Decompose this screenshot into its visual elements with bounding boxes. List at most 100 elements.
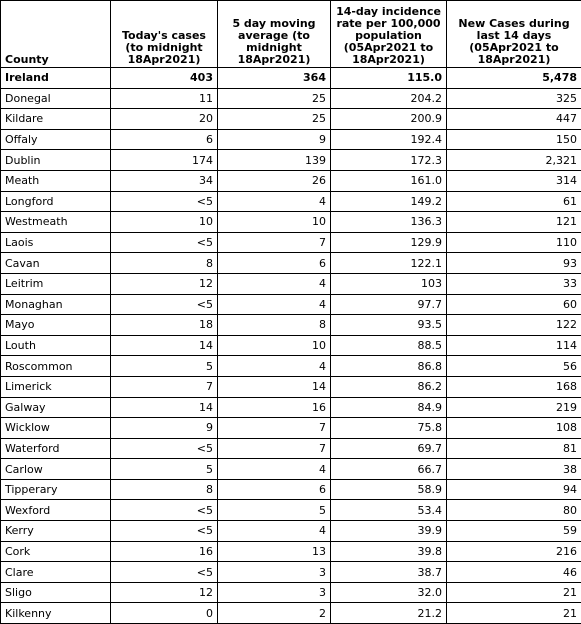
- county-cell: Kilkenny: [0, 602, 111, 624]
- table-row: Tipperary 8 6 58.9 94: [0, 478, 581, 501]
- value-cell: 33: [446, 272, 581, 295]
- value-cell: 14: [110, 396, 218, 419]
- value-cell: 21: [446, 581, 581, 604]
- value-cell: 12: [110, 581, 218, 604]
- value-cell: <5: [110, 561, 218, 583]
- table-row: Clare <5 3 38.7 46: [0, 561, 581, 583]
- table-row: Ireland 403 364 115.0 5,478: [0, 67, 581, 89]
- value-cell: 88.5: [330, 334, 447, 357]
- value-cell: 5: [110, 458, 218, 480]
- value-cell: 8: [217, 314, 331, 336]
- value-cell: 6: [110, 128, 218, 151]
- header-text: County: [5, 54, 49, 66]
- table-row: Laois <5 7 129.9 110: [0, 231, 581, 254]
- header-row: County Today's cases (to midnight 18Apr20…: [0, 0, 581, 68]
- county-cell: Limerick: [0, 375, 111, 398]
- county-cell: Roscommon: [0, 355, 111, 377]
- county-cell: Galway: [0, 396, 111, 419]
- value-cell: 168: [446, 375, 581, 398]
- value-cell: 172.3: [330, 149, 447, 171]
- value-cell: <5: [110, 520, 218, 542]
- header-text: New Cases during last 14 days (05Apr2021…: [458, 18, 570, 66]
- value-cell: 403: [110, 67, 218, 89]
- county-cell: Mayo: [0, 314, 111, 336]
- value-cell: 3: [217, 581, 331, 604]
- county-cell: Sligo: [0, 581, 111, 604]
- value-cell: 38: [446, 458, 581, 480]
- header-cell: 14-day incidence rate per 100,000 popula…: [330, 0, 447, 68]
- value-cell: <5: [110, 437, 218, 460]
- value-cell: 60: [446, 293, 581, 316]
- value-cell: 0: [110, 602, 218, 624]
- value-cell: 25: [217, 87, 331, 110]
- table-row: Wexford <5 5 53.4 80: [0, 499, 581, 522]
- value-cell: 325: [446, 87, 581, 110]
- value-cell: 136.3: [330, 211, 447, 233]
- value-cell: 149.2: [330, 190, 447, 213]
- table-row: Cavan 8 6 122.1 93: [0, 252, 581, 274]
- header-text: 5 day moving average (to midnight 18Apr2…: [232, 18, 316, 66]
- table-row: Kilkenny 0 2 21.2 21: [0, 602, 581, 624]
- header-cell: 5 day moving average (to midnight 18Apr2…: [217, 0, 331, 68]
- value-cell: 4: [217, 272, 331, 295]
- value-cell: 121: [446, 211, 581, 233]
- value-cell: 174: [110, 149, 218, 171]
- county-cell: Wexford: [0, 499, 111, 522]
- value-cell: 7: [217, 231, 331, 254]
- value-cell: <5: [110, 293, 218, 316]
- table-row: Offaly 6 9 192.4 150: [0, 128, 581, 151]
- county-cell: Carlow: [0, 458, 111, 480]
- value-cell: 3: [217, 561, 331, 583]
- value-cell: 25: [217, 108, 331, 130]
- value-cell: 139: [217, 149, 331, 171]
- value-cell: 10: [217, 211, 331, 233]
- value-cell: 97.7: [330, 293, 447, 316]
- value-cell: 192.4: [330, 128, 447, 151]
- value-cell: 219: [446, 396, 581, 419]
- value-cell: 84.9: [330, 396, 447, 419]
- county-cell: Clare: [0, 561, 111, 583]
- table-row: Roscommon 5 4 86.8 56: [0, 355, 581, 377]
- county-cell: Leitrim: [0, 272, 111, 295]
- table-row: Westmeath 10 10 136.3 121: [0, 211, 581, 233]
- value-cell: 5: [110, 355, 218, 377]
- value-cell: 39.8: [330, 540, 447, 563]
- value-cell: 6: [217, 478, 331, 501]
- value-cell: 4: [217, 293, 331, 316]
- value-cell: <5: [110, 499, 218, 522]
- county-cell: Monaghan: [0, 293, 111, 316]
- value-cell: 103: [330, 272, 447, 295]
- county-cell: Westmeath: [0, 211, 111, 233]
- table-row: Galway 14 16 84.9 219: [0, 396, 581, 419]
- header-cell: Today's cases (to midnight 18Apr2021): [110, 0, 218, 68]
- header-cell: New Cases during last 14 days (05Apr2021…: [446, 0, 581, 68]
- header-cell: County: [0, 0, 111, 68]
- value-cell: 10: [110, 211, 218, 233]
- value-cell: 150: [446, 128, 581, 151]
- value-cell: 59: [446, 520, 581, 542]
- table-row: Longford <5 4 149.2 61: [0, 190, 581, 213]
- county-cell: Waterford: [0, 437, 111, 460]
- value-cell: 9: [110, 417, 218, 439]
- value-cell: 4: [217, 520, 331, 542]
- county-cell: Cavan: [0, 252, 111, 274]
- table-body: Ireland 403 364 115.0 5,478 Donegal 11 25 204.2 3…: [0, 67, 581, 624]
- value-cell: 86.8: [330, 355, 447, 377]
- value-cell: 18: [110, 314, 218, 336]
- value-cell: 13: [217, 540, 331, 563]
- value-cell: 14: [110, 334, 218, 357]
- value-cell: 26: [217, 169, 331, 192]
- table-row: Louth 14 10 88.5 114: [0, 334, 581, 357]
- value-cell: 7: [110, 375, 218, 398]
- value-cell: 204.2: [330, 87, 447, 110]
- value-cell: 93.5: [330, 314, 447, 336]
- header-text: 14-day incidence rate per 100,000 popula…: [336, 6, 441, 66]
- value-cell: 114: [446, 334, 581, 357]
- table-row: Mayo 18 8 93.5 122: [0, 314, 581, 336]
- value-cell: 314: [446, 169, 581, 192]
- value-cell: 94: [446, 478, 581, 501]
- value-cell: 8: [110, 252, 218, 274]
- value-cell: 7: [217, 437, 331, 460]
